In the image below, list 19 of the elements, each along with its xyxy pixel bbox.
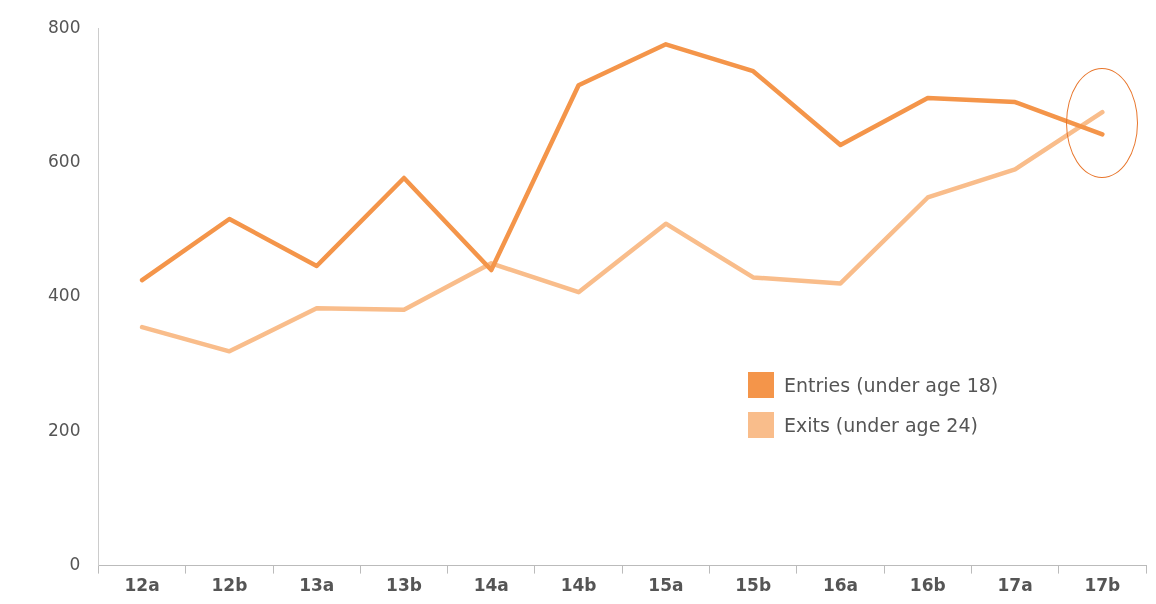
y-tick-label: 800 [47,16,81,37]
y-tick-label: 400 [47,285,81,306]
x-tick-label: 15a [648,575,684,596]
x-tick-label: 17b [1084,575,1121,596]
x-tick-label: 12a [124,575,160,596]
x-tick-label: 15b [735,575,772,596]
x-tick-label: 14a [473,575,509,596]
x-tick-label: 13a [299,575,335,596]
y-tick-label: 0 [69,554,81,575]
x-tick-label: 13b [386,575,422,596]
legend-label: Exits (under age 24) [783,414,978,437]
x-tick-label: 14b [560,575,597,596]
x-tick-label: 17a [997,575,1033,596]
y-tick-label: 600 [47,150,81,171]
x-tick-label: 16a [822,575,859,596]
x-tick-label: 16b [909,575,946,596]
y-tick-label: 200 [47,419,81,440]
legend-label: Entries (under age 18) [783,374,999,397]
x-tick-label: 12b [211,575,248,596]
